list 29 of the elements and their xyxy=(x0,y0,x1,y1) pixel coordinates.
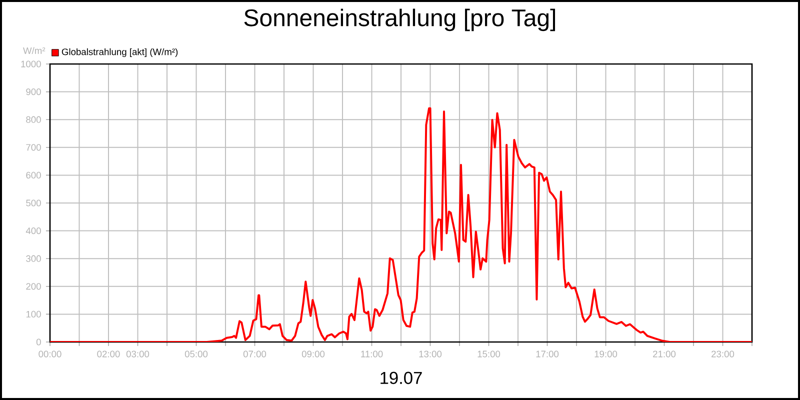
legend-label: Globalstrahlung [akt] (W/m²) xyxy=(62,48,178,58)
x-tick-label: 21:00 xyxy=(653,350,676,358)
x-tick-label: 23:00 xyxy=(712,350,734,358)
y-tick-label: 0 xyxy=(36,338,41,346)
x-tick-label: 19:00 xyxy=(594,350,618,358)
x-tick-label: 03:00 xyxy=(126,350,150,358)
x-tick-label: 02:00 xyxy=(97,350,120,358)
y-tick-label: 900 xyxy=(26,88,41,96)
y-axis-title: W/m² xyxy=(23,47,46,54)
x-tick-label: 15:00 xyxy=(478,350,500,358)
line-series xyxy=(50,107,752,342)
x-tick-label: 09:00 xyxy=(302,350,325,358)
y-tick-label: 500 xyxy=(26,200,41,206)
y-tick-label: 200 xyxy=(26,283,41,290)
y-tick-label: 100 xyxy=(26,310,41,318)
y-tick-label: 1000 xyxy=(21,60,41,68)
y-tick-label: 800 xyxy=(26,116,41,123)
x-axis-title: 19.07 xyxy=(380,372,422,384)
x-tick-label: 00:00 xyxy=(38,350,62,358)
chart-title: Sonneneinstrahlung [pro Tag] xyxy=(244,8,556,32)
y-tick-label: 600 xyxy=(26,172,41,178)
y-tick-label: 300 xyxy=(26,255,41,262)
x-tick-label: 13:00 xyxy=(419,350,442,358)
y-tick-label: 400 xyxy=(26,228,41,234)
x-tick-label: 17:00 xyxy=(536,350,559,358)
x-tick-label: 07:00 xyxy=(243,350,266,358)
x-tick-label: 11:00 xyxy=(361,350,383,358)
y-tick-label: 700 xyxy=(26,144,41,151)
x-tick-label: 05:00 xyxy=(184,350,208,358)
